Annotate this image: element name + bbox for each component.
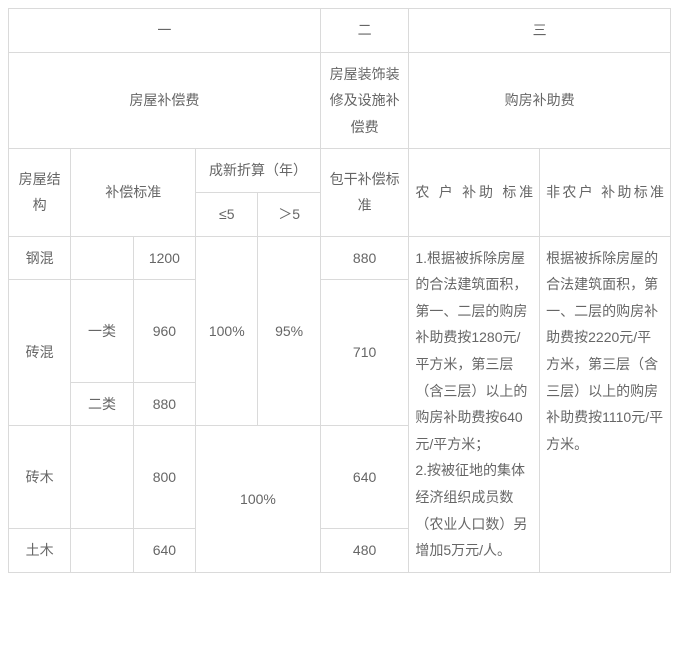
header-two: 二 bbox=[320, 9, 409, 53]
cell-brickmix-name: 砖混 bbox=[9, 280, 71, 426]
col-depreciation: 成新折算（年） bbox=[196, 149, 321, 193]
cell-farmer-text: 1.根据被拆除房屋的合法建筑面积，第一、二层的购房补助费按1280元/平方米，第… bbox=[409, 236, 540, 572]
cell-earthwood-name: 土木 bbox=[9, 529, 71, 573]
col-dep-gt5: ＞5 bbox=[258, 192, 320, 236]
cell-brickwood-name: 砖木 bbox=[9, 426, 71, 529]
header-row-cols-upper: 房屋结构 补偿标准 成新折算（年） 包干补偿标准 农 户 补助 标准 非农户 补… bbox=[9, 149, 671, 193]
cell-dep-upper-gt5: 95% bbox=[258, 236, 320, 426]
row-steel: 钢混 1200 100% 95% 880 1.根据被拆除房屋的合法建筑面积，第一… bbox=[9, 236, 671, 280]
header-one: 一 bbox=[9, 9, 321, 53]
cell-steel-lump: 880 bbox=[320, 236, 409, 280]
cell-brickmix-std2: 880 bbox=[133, 382, 195, 426]
cell-brickmix-class1: 一类 bbox=[71, 280, 133, 383]
cell-brickwood-std: 800 bbox=[133, 426, 195, 529]
cell-brickmix-lump: 710 bbox=[320, 280, 409, 426]
header-row-sections: 房屋补偿费 房屋装饰装修及设施补偿费 购房补助费 bbox=[9, 52, 671, 149]
cell-steel-name: 钢混 bbox=[9, 236, 71, 280]
section-house-comp: 房屋补偿费 bbox=[9, 52, 321, 149]
cell-brickmix-std1: 960 bbox=[133, 280, 195, 383]
col-comp-std: 补偿标准 bbox=[71, 149, 196, 236]
col-structure: 房屋结构 bbox=[9, 149, 71, 236]
cell-brickwood-class bbox=[71, 426, 133, 529]
col-lump-std: 包干补偿标准 bbox=[320, 149, 409, 236]
cell-steel-std: 1200 bbox=[133, 236, 195, 280]
section-decoration-comp: 房屋装饰装修及设施补偿费 bbox=[320, 52, 409, 149]
cell-earthwood-lump: 480 bbox=[320, 529, 409, 573]
compensation-table: 一 二 三 房屋补偿费 房屋装饰装修及设施补偿费 购房补助费 房屋结构 补偿标准… bbox=[8, 8, 671, 573]
cell-earthwood-std: 640 bbox=[133, 529, 195, 573]
col-farmer-std: 农 户 补助 标准 bbox=[409, 149, 540, 236]
cell-nonfarmer-text: 根据被拆除房屋的合法建筑面积，第一、二层的购房补助费按2220元/平方米，第三层… bbox=[540, 236, 671, 572]
header-three: 三 bbox=[409, 9, 671, 53]
col-dep-le5: ≤5 bbox=[196, 192, 258, 236]
cell-dep-lower: 100% bbox=[196, 426, 321, 572]
cell-earthwood-class bbox=[71, 529, 133, 573]
cell-brickmix-class2: 二类 bbox=[71, 382, 133, 426]
cell-brickwood-lump: 640 bbox=[320, 426, 409, 529]
header-row-numerals: 一 二 三 bbox=[9, 9, 671, 53]
section-purchase-subsidy: 购房补助费 bbox=[409, 52, 671, 149]
cell-dep-upper-le5: 100% bbox=[196, 236, 258, 426]
cell-steel-class bbox=[71, 236, 133, 280]
col-nonfarmer-std: 非农户 补助标准 bbox=[540, 149, 671, 236]
